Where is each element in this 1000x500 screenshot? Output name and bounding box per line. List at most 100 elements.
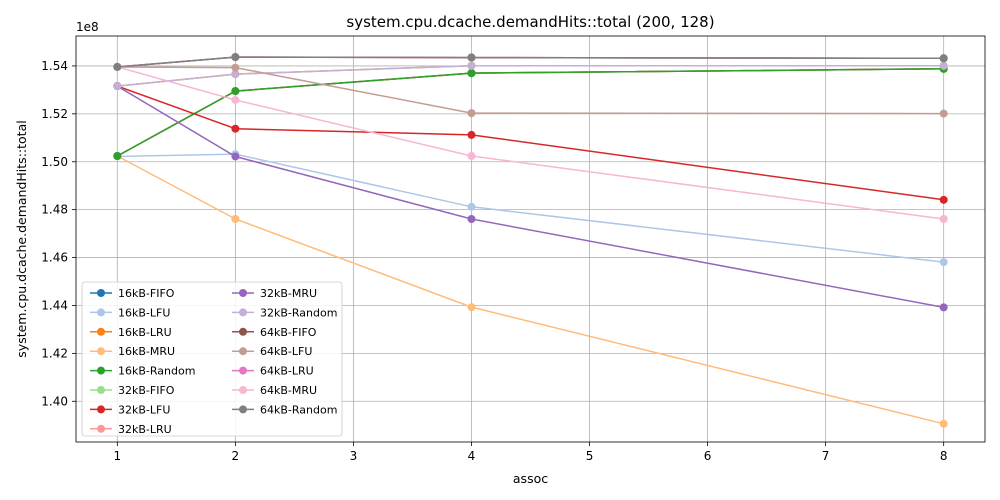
series-lines: [113, 53, 948, 428]
legend-item: 32kB-MRU: [232, 287, 317, 300]
series-line: [116, 68, 944, 157]
legend-item: 16kB-LRU: [90, 326, 172, 339]
plot-area-frame: [75, 35, 986, 443]
legend-label: 16kB-LRU: [118, 326, 172, 339]
legend-swatch-marker: [239, 405, 247, 414]
data-point: [231, 124, 240, 133]
data-point: [939, 61, 948, 70]
data-point: [231, 63, 240, 72]
legend-label: 32kB-LFU: [118, 403, 170, 416]
data-point: [939, 258, 948, 267]
legend-label: 64kB-LRU: [260, 365, 314, 378]
x-tick-label: 4: [468, 449, 476, 463]
legend-label: 64kB-MRU: [260, 384, 317, 397]
data-point: [467, 152, 476, 161]
legend-item: 64kB-MRU: [232, 384, 317, 397]
series-32kb-mru: [113, 82, 948, 312]
legend-item: 32kB-LFU: [90, 403, 170, 416]
data-point: [939, 419, 948, 428]
legend-box: [81, 281, 343, 437]
series-line: [116, 155, 944, 425]
series-16kb-random: [113, 64, 948, 161]
legend-item: 64kB-Random: [232, 403, 337, 416]
data-point: [231, 214, 240, 223]
data-point: [939, 195, 948, 204]
data-point: [939, 54, 948, 63]
legend-label: 32kB-LRU: [118, 423, 172, 436]
legend-label: 16kB-Random: [118, 365, 195, 378]
series-line: [117, 64, 944, 87]
data-point: [231, 95, 240, 104]
series-16kb-lfu: [113, 150, 948, 267]
y-tick-label: 1.50: [41, 155, 68, 169]
x-axis-label: assoc: [513, 471, 548, 486]
legend-swatch-marker: [239, 366, 247, 375]
y-tick-label: 1.44: [41, 298, 68, 312]
legend-swatch-marker: [97, 327, 105, 336]
data-point: [467, 53, 476, 62]
y-axis-offset-label: 1e8: [76, 20, 99, 34]
legend-swatch-marker: [239, 327, 247, 336]
legend-swatch-marker: [97, 366, 105, 375]
x-tick-label: 3: [350, 449, 358, 463]
legend-item: 32kB-FIFO: [90, 384, 175, 397]
legend-swatch-marker: [97, 386, 105, 394]
x-tick-label: 8: [940, 449, 948, 463]
y-tick-label: 1.46: [41, 251, 68, 265]
y-tick-label: 1.48: [41, 203, 68, 217]
series-16kb-lru: [113, 64, 948, 161]
legend-item: 16kB-MRU: [90, 345, 175, 358]
legend-label: 16kB-LFU: [118, 306, 170, 319]
data-point: [467, 69, 476, 78]
legend-label: 32kB-Random: [260, 306, 337, 319]
series-line: [117, 66, 944, 220]
legend-swatch-marker: [239, 289, 247, 297]
series-line: [117, 66, 944, 115]
data-point: [113, 62, 122, 71]
data-point: [231, 70, 240, 79]
axis-ticks: 1 2 3 4 5 6 7 8 1.40 1.42 1.44 1.46 1.48 1.50 1.52 1.54: [41, 59, 947, 463]
data-point: [467, 61, 476, 70]
legend-label: 16kB-FIFO: [118, 287, 175, 300]
legend-label: 64kB-FIFO: [260, 326, 317, 339]
y-axis-label: system.cpu.dcache.demandHits::total: [14, 120, 29, 357]
legend-item: 16kB-FIFO: [90, 287, 175, 300]
x-tick-label: 7: [822, 449, 830, 463]
data-point: [113, 82, 122, 91]
series-32kb-random: [113, 61, 948, 91]
data-point: [113, 152, 122, 161]
data-point: [467, 303, 476, 312]
legend-item: 32kB-Random: [232, 306, 337, 319]
data-point: [467, 214, 476, 223]
legend-swatch-marker: [97, 347, 105, 356]
data-point: [231, 152, 240, 161]
series-16kb-fifo: [113, 64, 948, 161]
legend-item: 16kB-LFU: [90, 306, 170, 319]
legend-swatch-marker: [239, 347, 247, 356]
series-line: [117, 85, 944, 201]
legend: 16kB-FIFO 16kB-LFU 16kB-LRU 16kB-MRU 16kB-Ra…: [81, 281, 343, 437]
legend-label: 32kB-MRU: [260, 287, 317, 300]
data-point: [231, 87, 240, 96]
x-tick-label: 6: [704, 449, 712, 463]
data-point: [939, 109, 948, 118]
data-point: [467, 109, 476, 118]
legend-label: 32kB-FIFO: [118, 384, 175, 397]
data-point: [939, 303, 948, 312]
legend-label: 64kB-Random: [260, 403, 337, 416]
series-line: [117, 56, 944, 68]
series-line: [117, 153, 944, 263]
series-line: [116, 85, 944, 309]
legend-swatch-marker: [97, 308, 105, 317]
series-64kb-mru: [113, 62, 948, 223]
y-tick-label: 1.42: [41, 346, 68, 360]
data-point: [467, 202, 476, 211]
legend-swatch-marker: [97, 405, 105, 414]
legend-swatch-marker: [239, 386, 247, 394]
x-tick-label: 1: [113, 449, 121, 463]
legend-swatch-marker: [97, 424, 105, 433]
legend-item: 64kB-LRU: [232, 365, 314, 378]
legend-item: 64kB-FIFO: [232, 326, 317, 339]
y-tick-label: 1.52: [41, 107, 68, 121]
